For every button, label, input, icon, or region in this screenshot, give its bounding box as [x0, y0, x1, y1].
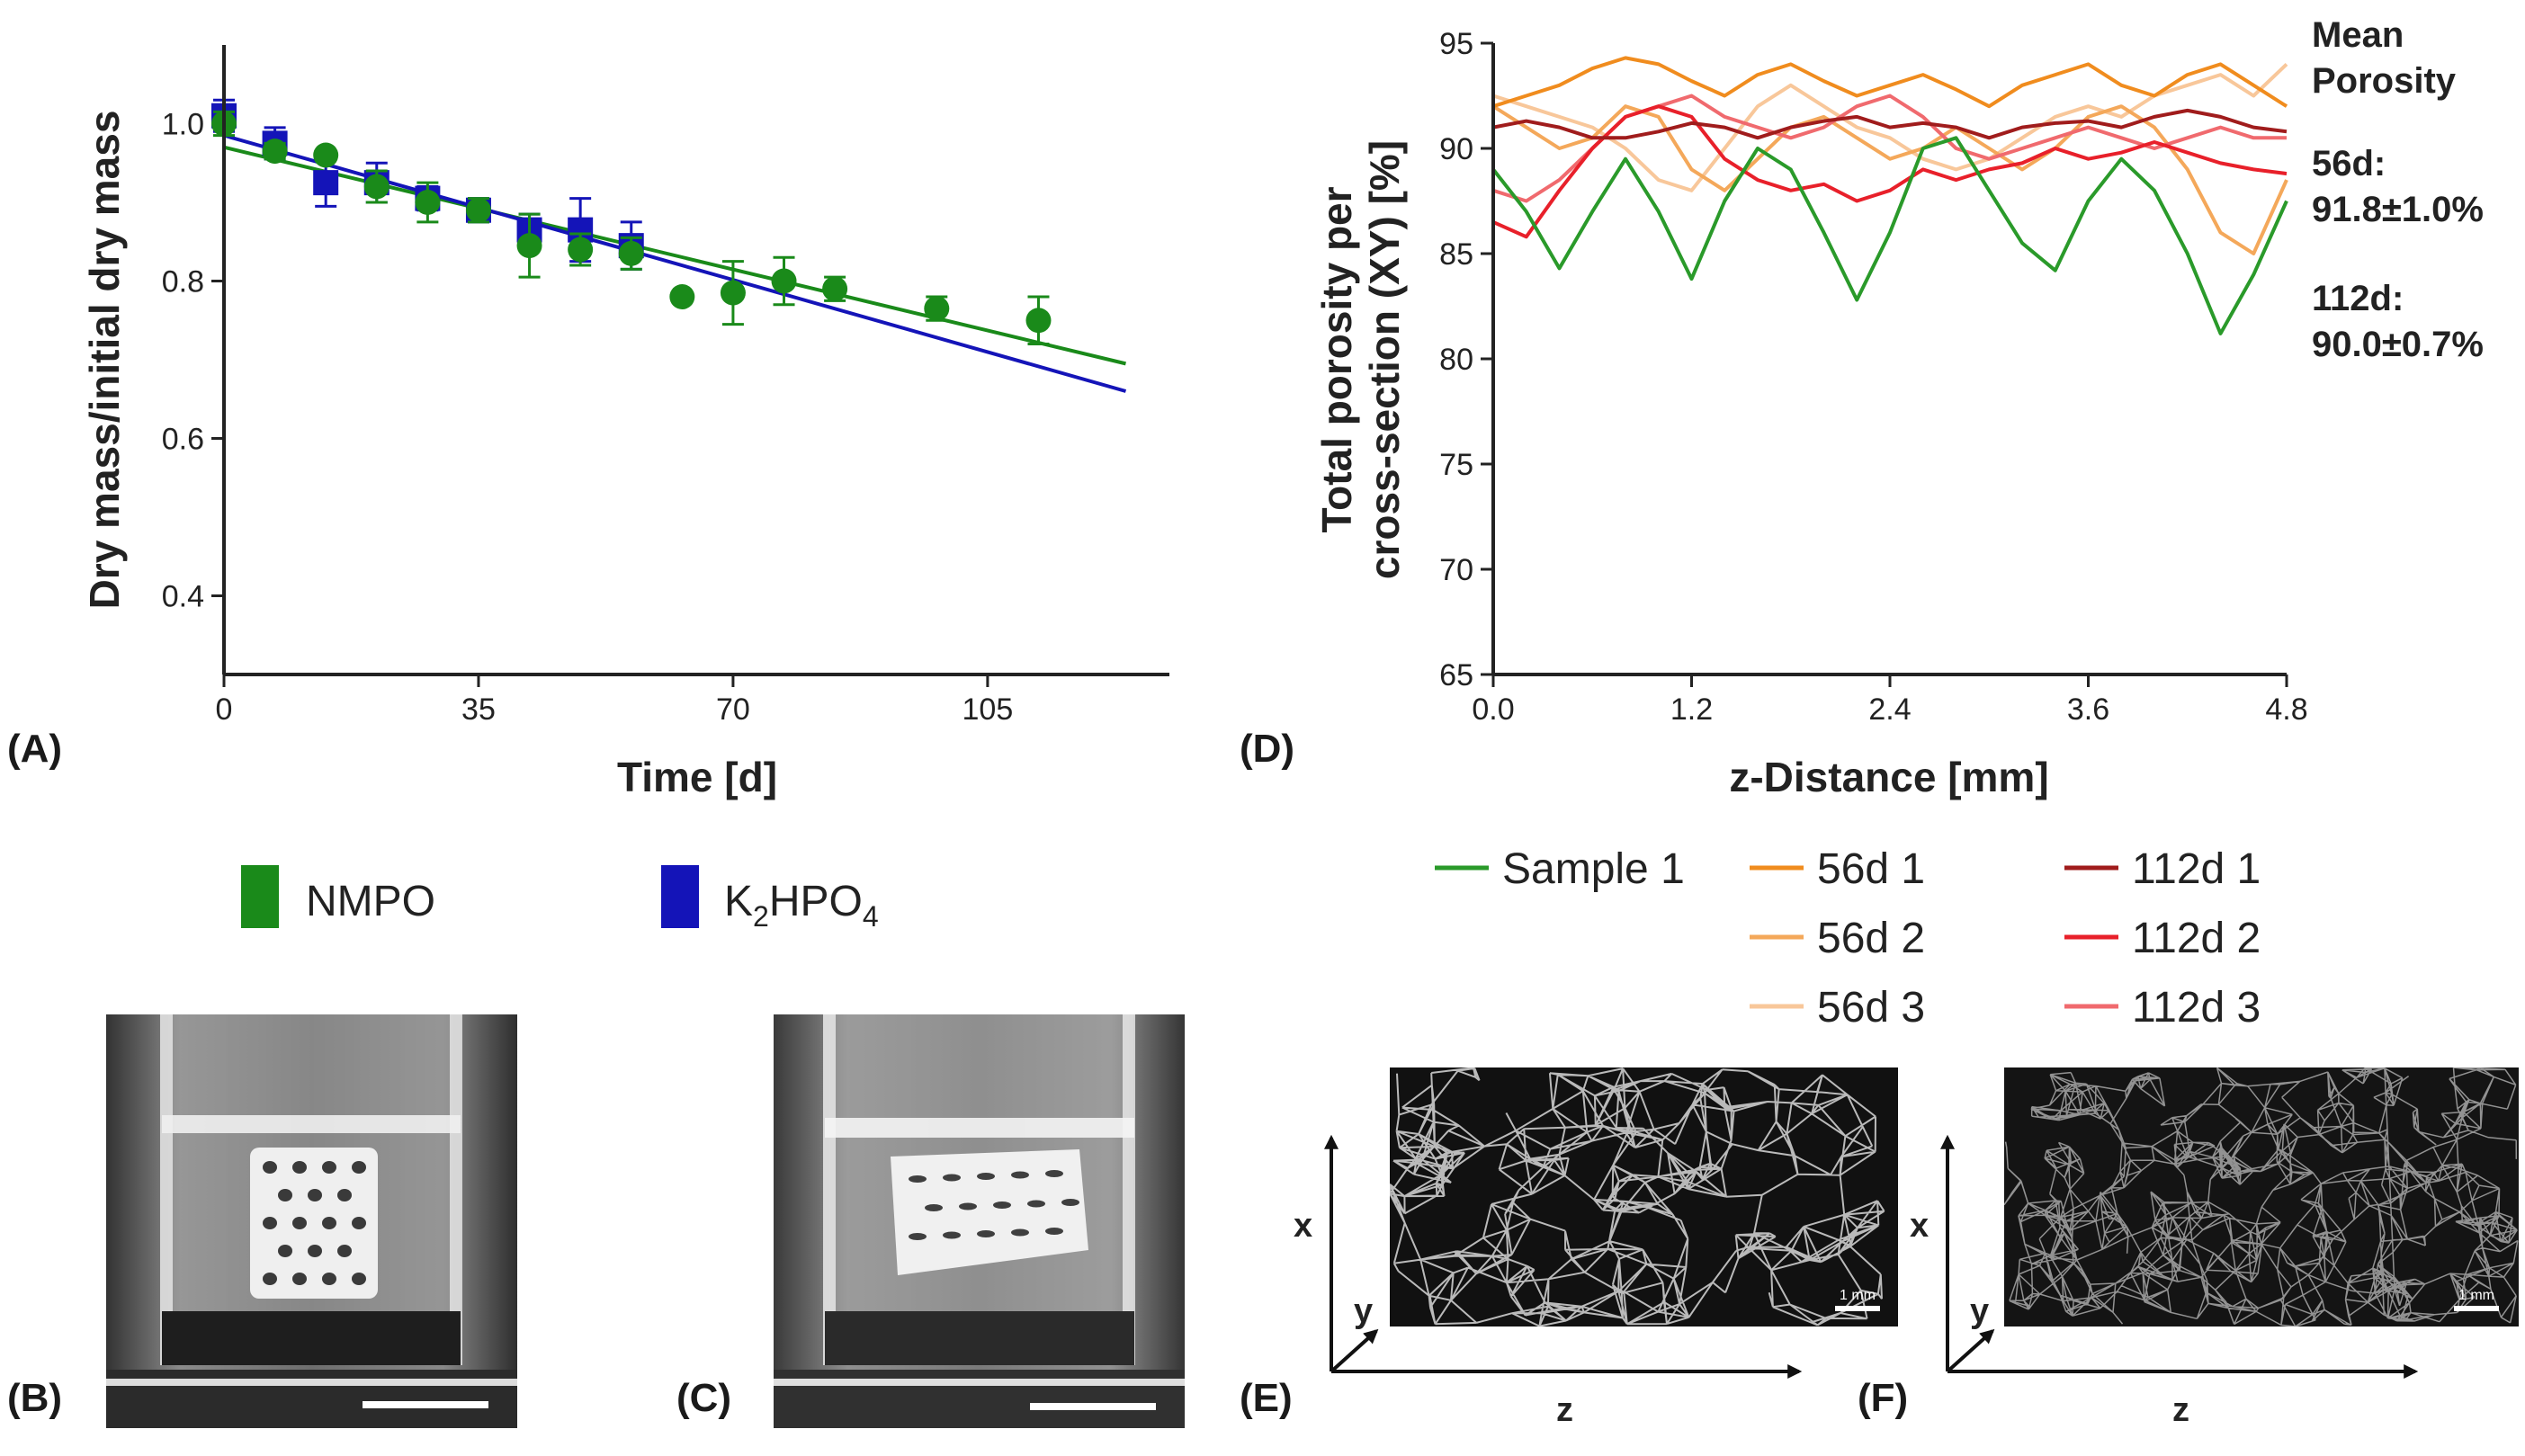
chart-d-ytick-label: 65: [1439, 658, 1473, 692]
chart-d-xtick-label: 2.4: [1868, 692, 1911, 727]
axes-3d-f: x y z: [1910, 1134, 2419, 1425]
chart-a-point-nmpo: [568, 237, 594, 263]
chart-d-ytick-label: 75: [1439, 448, 1473, 482]
chart-d-line-56d-2: [1491, 104, 2288, 255]
chart-a-point-nmpo: [516, 233, 542, 259]
chart-a-ytick-label: 0.4: [162, 580, 204, 614]
panel-label-b: (B): [7, 1376, 63, 1420]
chart-d-line-112d-3: [1492, 94, 2287, 203]
chart-a-point-nmpo: [465, 197, 491, 223]
mean-porosity-56d-value: 91.8±1.0%: [2312, 190, 2484, 229]
panel-label-c: (C): [676, 1376, 732, 1420]
mean-porosity-112d-label: 112d:: [2312, 279, 2404, 318]
legend-swatch-k2hpo4: [661, 865, 699, 928]
chart-a: 0 35 70 105 0.4 0.6 0.8 1.0 Time [d] Dry mass/i…: [81, 45, 1169, 800]
chart-d-ytick-label: 80: [1439, 343, 1473, 377]
legend-a: NMPO K2HPO4: [241, 865, 879, 933]
legend-swatch-nmpo: [241, 865, 279, 928]
axis-label-z-f: z: [2172, 1391, 2189, 1425]
mean-porosity-title-2: Porosity: [2312, 61, 2457, 101]
legend-label-nmpo: NMPO: [306, 878, 435, 925]
legend-d: Sample 1 56d 1 56d 2 56d 3 112d 1 112d 2…: [1435, 845, 2261, 1032]
legend-label-k2hpo4: K2HPO4: [724, 878, 879, 933]
chart-a-point-nmpo: [313, 142, 339, 168]
microct-image-e: 1 mm: [1390, 1067, 1898, 1326]
axis-label-y-f: y: [1970, 1292, 1989, 1330]
chart-a-ytick-label: 0.6: [162, 423, 204, 457]
panel-label-a: (A): [7, 727, 63, 771]
panel-label-d: (D): [1240, 727, 1295, 771]
chart-a-point-nmpo: [618, 240, 644, 266]
chart-a-xtick-label: 105: [963, 692, 1014, 727]
panel-label-e: (E): [1240, 1376, 1293, 1420]
chart-a-xtick-label: 35: [461, 692, 496, 727]
chart-d-xtick-label: 3.6: [2067, 692, 2109, 727]
chart-a-fit-lines: [223, 133, 1127, 393]
axis-label-y-e: y: [1354, 1292, 1373, 1330]
photo-c-scaffold-k2hpo4: [774, 1014, 1185, 1428]
chart-d-ytick-label: 70: [1439, 553, 1473, 587]
chart-d-line-56d-1: [1492, 56, 2288, 109]
microct-image-f: 1 mm: [2004, 1067, 2519, 1326]
chart-a-ytick-label: 1.0: [162, 108, 204, 142]
chart-a-points: [211, 98, 1052, 345]
chart-a-point-nmpo: [669, 284, 695, 309]
scale-bar-label-e: 1 mm: [1840, 1288, 1876, 1303]
axis-label-x-e: x: [1294, 1207, 1312, 1245]
chart-d-line-112d-2: [1492, 104, 2288, 239]
mean-porosity-title-1: Mean: [2312, 15, 2404, 55]
chart-d-ylabel-line1: Total porosity per: [1313, 186, 1360, 532]
chart-d-xtick-label: 4.8: [2265, 692, 2307, 727]
legend-text-112d2: 112d 2: [2132, 915, 2261, 962]
axis-label-z-e: z: [1556, 1391, 1573, 1425]
mean-porosity-56d-label: 56d:: [2312, 144, 2386, 183]
legend-text-56d3: 56d 3: [1817, 984, 1925, 1032]
chart-d-ylabel-line2: cross-section (XY) [%]: [1361, 140, 1408, 579]
chart-a-ytick-label: 0.8: [162, 265, 204, 299]
chart-a-xtick-label: 70: [716, 692, 750, 727]
chart-a-point-nmpo: [924, 296, 950, 322]
axes-3d-e: x y z: [1294, 1134, 1803, 1425]
chart-d-lines: [1491, 56, 2288, 335]
chart-d: 0.0 1.2 2.4 3.6 4.8 65 70 75 80 85 90 95 z-Distance…: [1313, 15, 2484, 800]
chart-d-ticks: 0.0 1.2 2.4 3.6 4.8 65 70 75 80 85 90 95: [1439, 27, 2307, 727]
chart-a-fit-line: [223, 145, 1126, 366]
chart-a-point-nmpo: [822, 276, 848, 302]
chart-a-xlabel: Time [d]: [617, 754, 777, 800]
chart-a-ticks: 0 35 70 105 0.4 0.6 0.8 1.0: [162, 108, 1014, 728]
chart-d-ytick-label: 95: [1439, 27, 1473, 61]
legend-text-56d2: 56d 2: [1817, 915, 1925, 962]
mean-porosity-112d-value: 90.0±0.7%: [2312, 325, 2484, 364]
legend-text-112d1: 112d 1: [2132, 845, 2261, 893]
legend-text-56d1: 56d 1: [1817, 845, 1925, 893]
chart-a-point-nmpo: [720, 280, 746, 306]
chart-d-line-112d-1: [1492, 108, 2288, 140]
legend-text-112d3: 112d 3: [2132, 984, 2261, 1032]
chart-d-ytick-label: 90: [1439, 132, 1473, 166]
chart-a-point-k2hpo4: [313, 170, 339, 196]
scale-bar-label-f: 1 mm: [2458, 1288, 2494, 1303]
chart-a-ylabel: Dry mass/initial dry mass: [81, 111, 128, 610]
chart-a-point-nmpo: [771, 268, 797, 294]
chart-d-xtick-label: 0.0: [1472, 692, 1514, 727]
chart-a-point-nmpo: [415, 190, 441, 215]
chart-a-point-nmpo: [1025, 308, 1052, 334]
axis-label-x-f: x: [1910, 1207, 1929, 1245]
chart-d-line-sample-1: [1491, 136, 2288, 335]
chart-a-point-nmpo: [363, 174, 389, 200]
photo-b-scaffold-nmpo: [106, 1014, 517, 1428]
panel-label-f: (F): [1858, 1376, 1909, 1420]
legend-text-sample1: Sample 1: [1502, 845, 1685, 893]
chart-d-xtick-label: 1.2: [1670, 692, 1713, 727]
chart-a-fit-line: [223, 133, 1127, 393]
chart-a-xtick-label: 0: [216, 692, 233, 727]
chart-a-point-nmpo: [262, 138, 288, 165]
chart-d-xlabel: z-Distance [mm]: [1729, 754, 2048, 800]
chart-d-ytick-label: 85: [1439, 237, 1473, 272]
